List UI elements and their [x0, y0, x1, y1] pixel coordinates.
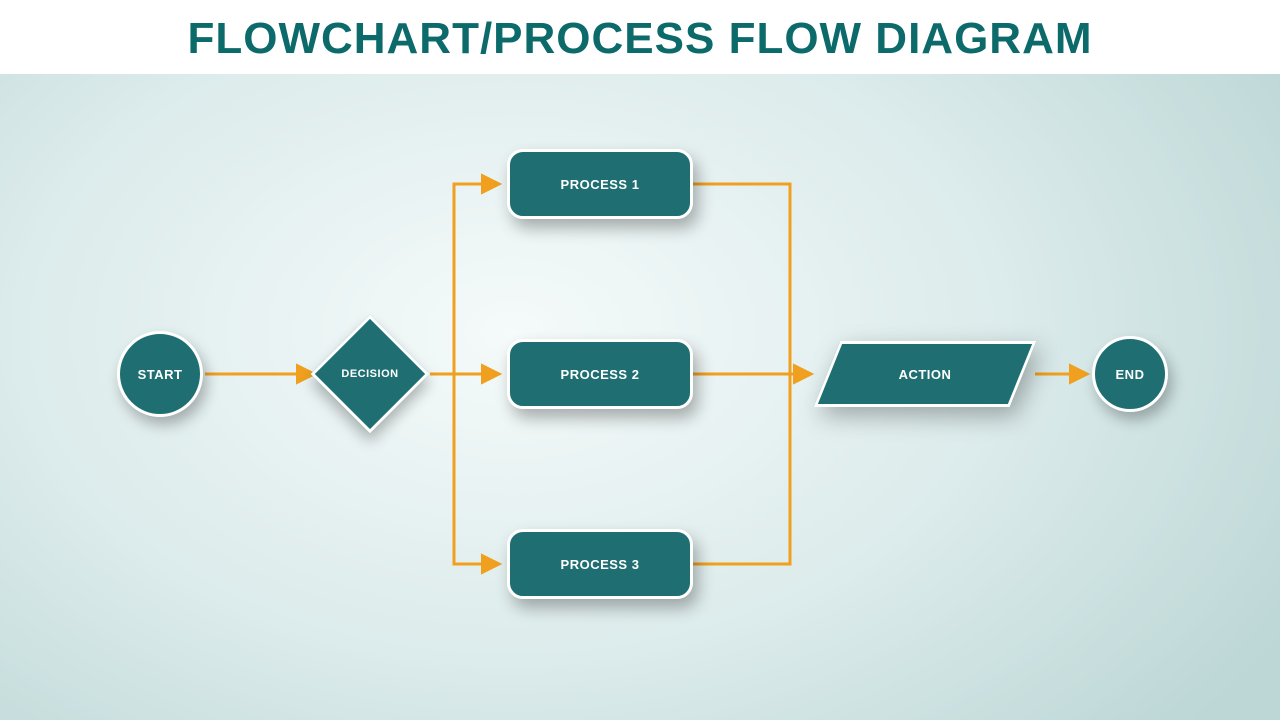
node-label: START — [138, 367, 183, 382]
node-decision: DECISION — [328, 332, 412, 416]
node-p2: PROCESS 2 — [507, 339, 693, 409]
connector — [693, 184, 790, 374]
connector — [430, 374, 498, 564]
title-bar: FLOWCHART/PROCESS FLOW DIAGRAM — [0, 0, 1280, 74]
node-start: START — [117, 331, 203, 417]
node-action: ACTION — [827, 341, 1023, 407]
node-label: DECISION — [328, 332, 412, 416]
flowchart-canvas: START DECISION PROCESS 1 PROCESS 2 PROCESS 3… — [0, 74, 1280, 720]
node-label: PROCESS 1 — [561, 177, 640, 192]
node-end: END — [1092, 336, 1168, 412]
node-label: PROCESS 2 — [561, 367, 640, 382]
node-label: END — [1116, 367, 1145, 382]
page-title: FLOWCHART/PROCESS FLOW DIAGRAM — [0, 14, 1280, 64]
node-label: ACTION — [827, 341, 1023, 407]
node-p3: PROCESS 3 — [507, 529, 693, 599]
node-label: PROCESS 3 — [561, 557, 640, 572]
connector — [430, 184, 498, 374]
node-p1: PROCESS 1 — [507, 149, 693, 219]
connector — [693, 374, 790, 564]
